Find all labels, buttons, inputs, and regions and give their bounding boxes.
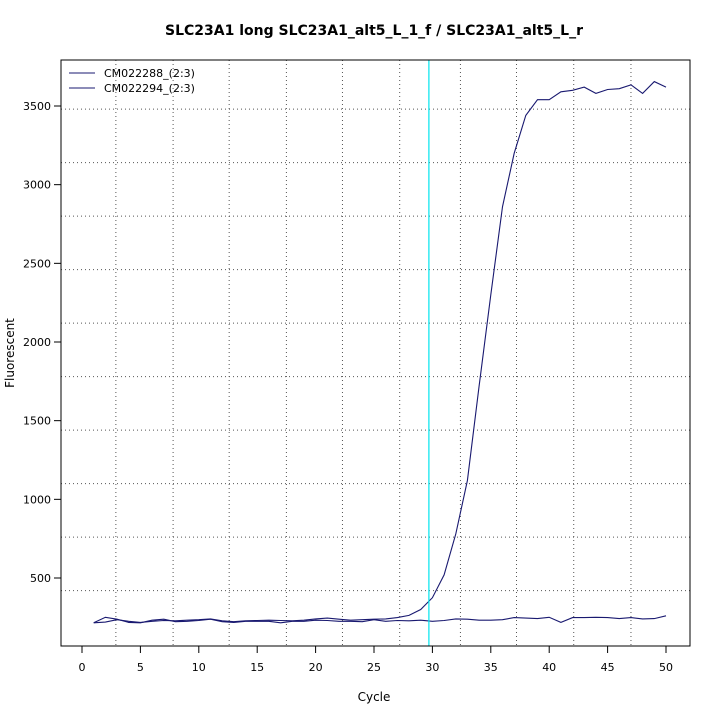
x-tick-label-50: 50 <box>659 661 673 674</box>
x-tick-label-30: 30 <box>425 661 439 674</box>
y-tick-label-1000: 1000 <box>23 493 51 506</box>
chart-title: SLC23A1 long SLC23A1_alt5_L_1_f / SLC23A… <box>165 23 583 39</box>
y-tick-label-2000: 2000 <box>23 336 51 349</box>
plot-frame <box>60 59 691 647</box>
x-tick-label-35: 35 <box>484 661 498 674</box>
y-tick-label-1500: 1500 <box>23 415 51 428</box>
legend: CM022288_(2:3) CM022294_(2:3) <box>69 67 195 95</box>
y-tick-label-2500: 2500 <box>23 257 51 270</box>
y-axis-label: Fluorescent <box>3 318 17 388</box>
grid-lines <box>61 60 690 646</box>
y-axis: 500 1000 1500 2000 2500 3000 3500 <box>23 100 62 585</box>
x-tick-label-45: 45 <box>601 661 615 674</box>
x-tick-label-40: 40 <box>542 661 556 674</box>
x-tick-label-0: 0 <box>79 661 86 674</box>
series-line-1 <box>93 80 667 624</box>
series-lines <box>93 80 667 624</box>
y-tick-label-500: 500 <box>30 572 51 585</box>
y-tick-label-3000: 3000 <box>23 179 51 192</box>
x-axis-label: Cycle <box>358 690 391 704</box>
legend-label-1: CM022288_(2:3) <box>104 67 195 80</box>
x-tick-label-5: 5 <box>137 661 144 674</box>
legend-label-2: CM022294_(2:3) <box>104 82 195 95</box>
series-line-2 <box>93 615 667 624</box>
x-tick-label-20: 20 <box>309 661 323 674</box>
x-tick-label-15: 15 <box>250 661 264 674</box>
x-tick-label-25: 25 <box>367 661 381 674</box>
x-tick-label-10: 10 <box>192 661 206 674</box>
x-axis: 0 5 10 15 20 25 30 35 40 45 50 <box>79 645 673 674</box>
y-tick-label-3500: 3500 <box>23 100 51 113</box>
